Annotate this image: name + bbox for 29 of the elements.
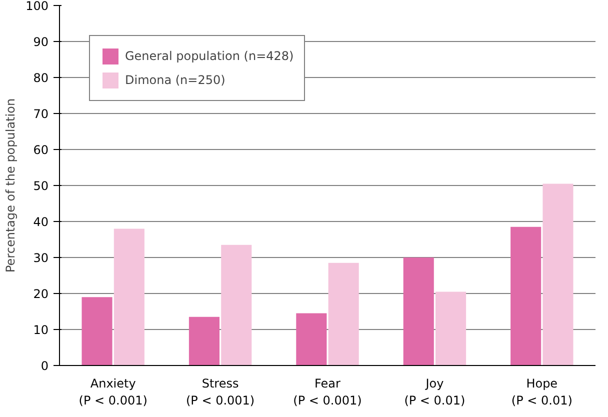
y-tick-label: 90 xyxy=(33,35,49,49)
bar xyxy=(510,226,542,366)
bar xyxy=(82,297,112,366)
y-tick-label: 40 xyxy=(33,215,49,229)
y-tick-label: 20 xyxy=(33,287,49,301)
bar xyxy=(436,292,466,366)
bar xyxy=(114,228,144,366)
bar xyxy=(188,316,220,366)
legend-label: Dimona (n=250) xyxy=(125,73,226,87)
x-tick-label: Fear (P < 0.001) xyxy=(293,376,362,408)
x-tick-label: Stress (P < 0.001) xyxy=(186,376,255,408)
legend-label: General population (n=428) xyxy=(125,49,294,63)
x-tick-label: Anxiety (P < 0.001) xyxy=(78,376,148,408)
y-tick-label: 60 xyxy=(33,143,49,157)
y-tick-label: 100 xyxy=(26,0,48,13)
y-tick-label: 70 xyxy=(33,107,49,121)
bar xyxy=(221,244,252,366)
y-tick-label: 50 xyxy=(33,179,49,193)
y-tick-label: 80 xyxy=(33,71,49,85)
y-tick-label: 30 xyxy=(33,251,49,265)
x-tick-label: Joy (P < 0.01) xyxy=(404,376,466,408)
bar xyxy=(296,313,327,366)
y-tick-label: 10 xyxy=(33,323,49,337)
y-tick-label: 0 xyxy=(40,359,49,373)
bar xyxy=(328,262,359,366)
bar xyxy=(542,184,574,366)
y-axis-title: Percentage of the population xyxy=(4,98,18,273)
bar xyxy=(403,258,434,366)
x-tick-label: Hope (P < 0.01) xyxy=(511,376,572,408)
